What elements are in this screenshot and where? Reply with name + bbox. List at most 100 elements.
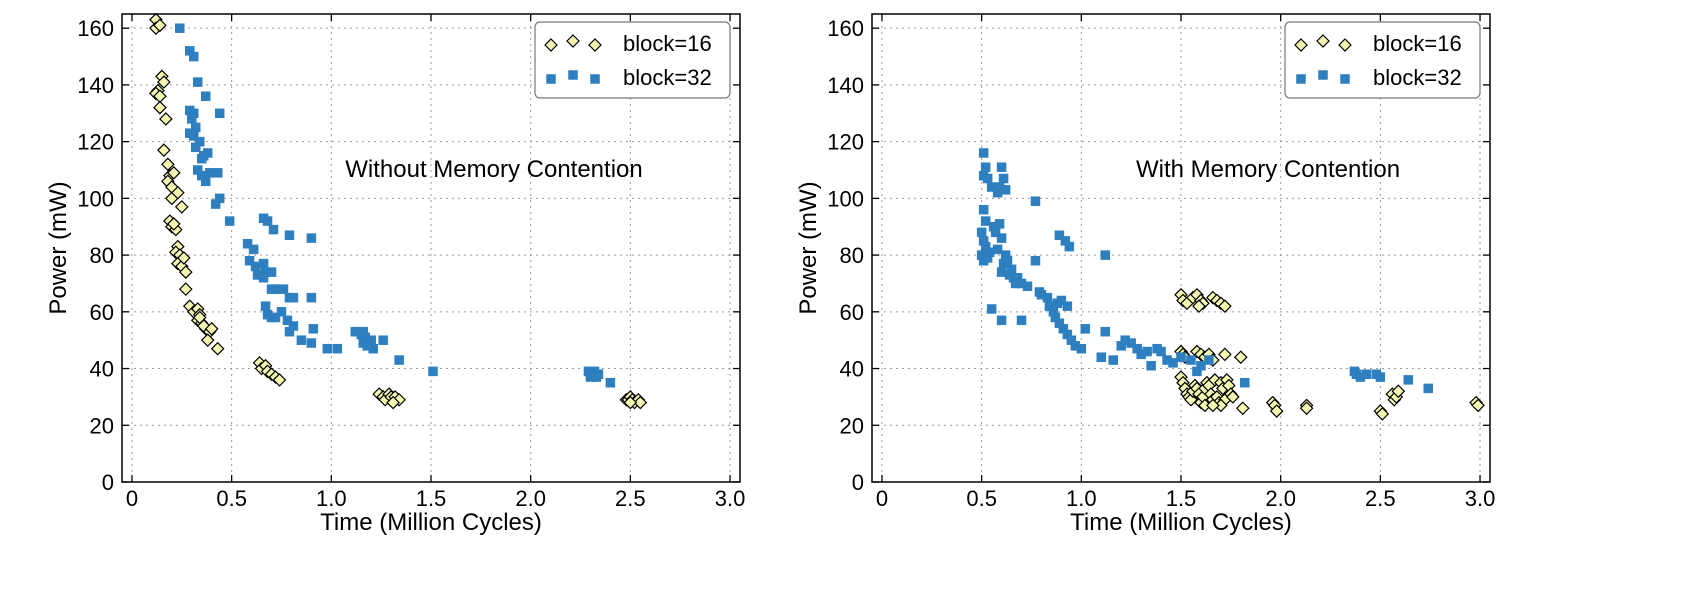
data-point-square (978, 148, 989, 158)
data-point-square (268, 224, 279, 235)
data-point-square (262, 216, 273, 226)
scatter-panel-2: 0 0.5 1.0 1.5 2.0 2.5 3.0 0 20 40 60 80 100 120 140 160… (795, 13, 1495, 536)
data-point-square (1240, 377, 1250, 388)
data-point-square (266, 312, 277, 323)
data-point-diamond (1299, 401, 1314, 416)
data-point-diamond (204, 321, 219, 336)
data-point-square (306, 338, 317, 348)
data-point-square (1142, 346, 1152, 357)
data-point-square (982, 173, 993, 184)
plot-frame (871, 13, 1491, 483)
y-tick-label: 60 (840, 300, 864, 325)
data-point-diamond (174, 200, 189, 214)
data-point-square (242, 238, 253, 249)
data-point-square (1403, 375, 1414, 385)
data-point-square (1080, 324, 1091, 334)
data-point-diamond (159, 112, 173, 126)
data-point-square (193, 77, 203, 87)
legend-marker-1 (1294, 34, 1352, 52)
data-point-square (260, 301, 271, 311)
data-point-square (175, 23, 185, 33)
data-point-square (224, 216, 235, 226)
data-point-diamond (272, 373, 287, 387)
data-point-square (284, 230, 295, 240)
data-point-diamond (1391, 384, 1406, 399)
y-tick-label: 140 (827, 73, 864, 98)
data-point-square (986, 304, 997, 314)
data-point-square (1012, 273, 1023, 283)
data-point-square (189, 131, 199, 141)
x-tick-label: 1.0 (1066, 486, 1097, 511)
legend-label-2: block=32 (1373, 65, 1462, 90)
y-tick-label: 80 (90, 243, 114, 268)
x-tick-label: 2.0 (1265, 486, 1296, 511)
legend-label-2: block=32 (623, 65, 712, 90)
data-point-square (296, 335, 307, 345)
data-point-square (378, 335, 388, 345)
data-point-square (322, 343, 333, 354)
data-point-square (189, 51, 199, 62)
x-axis-title: Time (Million Cycles) (1070, 509, 1292, 536)
data-point-square (994, 219, 1005, 229)
data-point-square (276, 307, 287, 317)
legend-label-1: block=16 (1373, 31, 1462, 56)
axis-ticks: 0 0.5 1.0 1.5 2.0 2.5 3.0 0 20 40 60 80 100 120 140 160 (77, 14, 745, 511)
data-point-square (976, 227, 987, 238)
data-point-square (1042, 292, 1053, 303)
y-tick-label: 0 (852, 470, 864, 495)
x-tick-label: 0 (126, 486, 138, 511)
y-tick-label: 40 (90, 357, 114, 382)
data-point-diamond (1218, 299, 1232, 313)
data-point-square (998, 173, 1009, 184)
data-point-square (1000, 185, 1011, 195)
x-tick-label: 1.0 (316, 486, 347, 511)
x-tick-label: 0 (876, 486, 888, 511)
legend-symbol-square (546, 74, 556, 84)
data-point-diamond (178, 282, 193, 296)
panel-annotation: Without Memory Contention (345, 156, 642, 183)
data-point-square (1146, 360, 1156, 371)
data-point-square (332, 343, 343, 354)
data-point-square (1002, 256, 1013, 266)
data-point-diamond (166, 165, 181, 180)
data-point-square (1100, 326, 1110, 337)
y-tick-label: 120 (827, 130, 864, 155)
x-tick-label: 2.0 (515, 486, 546, 511)
data-point-square (250, 261, 261, 272)
data-point-square (210, 199, 221, 209)
legend-symbol-diamond (566, 34, 580, 48)
data-point-square (200, 176, 211, 187)
legend-symbol-square (1296, 74, 1306, 84)
data-point-square (266, 267, 277, 277)
legend-marker-1 (544, 34, 602, 52)
x-tick-label: 3.0 (715, 486, 746, 511)
data-point-square (212, 168, 223, 178)
data-point-diamond (1235, 401, 1250, 416)
data-point-square (980, 162, 991, 172)
data-point-square (996, 315, 1007, 326)
data-point-square (1030, 196, 1041, 206)
data-point-square (306, 233, 317, 243)
data-point-diamond (386, 395, 400, 410)
data-point-diamond (170, 185, 185, 200)
data-point-diamond (200, 333, 215, 348)
y-tick-label: 140 (77, 73, 114, 98)
y-tick-label: 20 (840, 413, 864, 438)
data-point-square (1186, 355, 1196, 365)
data-point-square (368, 343, 378, 354)
legend-symbol-square (1318, 70, 1328, 80)
data-point-diamond (166, 217, 181, 231)
data-point-square (1361, 369, 1372, 379)
legend-symbol-diamond (1294, 38, 1308, 52)
data-point-square (394, 355, 404, 365)
y-axis-title: Power (mW) (45, 181, 72, 314)
legend-symbol-square (590, 74, 600, 84)
x-tick-label: 2.5 (1365, 486, 1396, 511)
plot-frame (121, 13, 741, 483)
data-point-square (1156, 346, 1166, 357)
legend-symbol-square (1340, 74, 1350, 84)
data-point-square (258, 258, 269, 269)
legend-symbol-diamond (544, 38, 558, 52)
